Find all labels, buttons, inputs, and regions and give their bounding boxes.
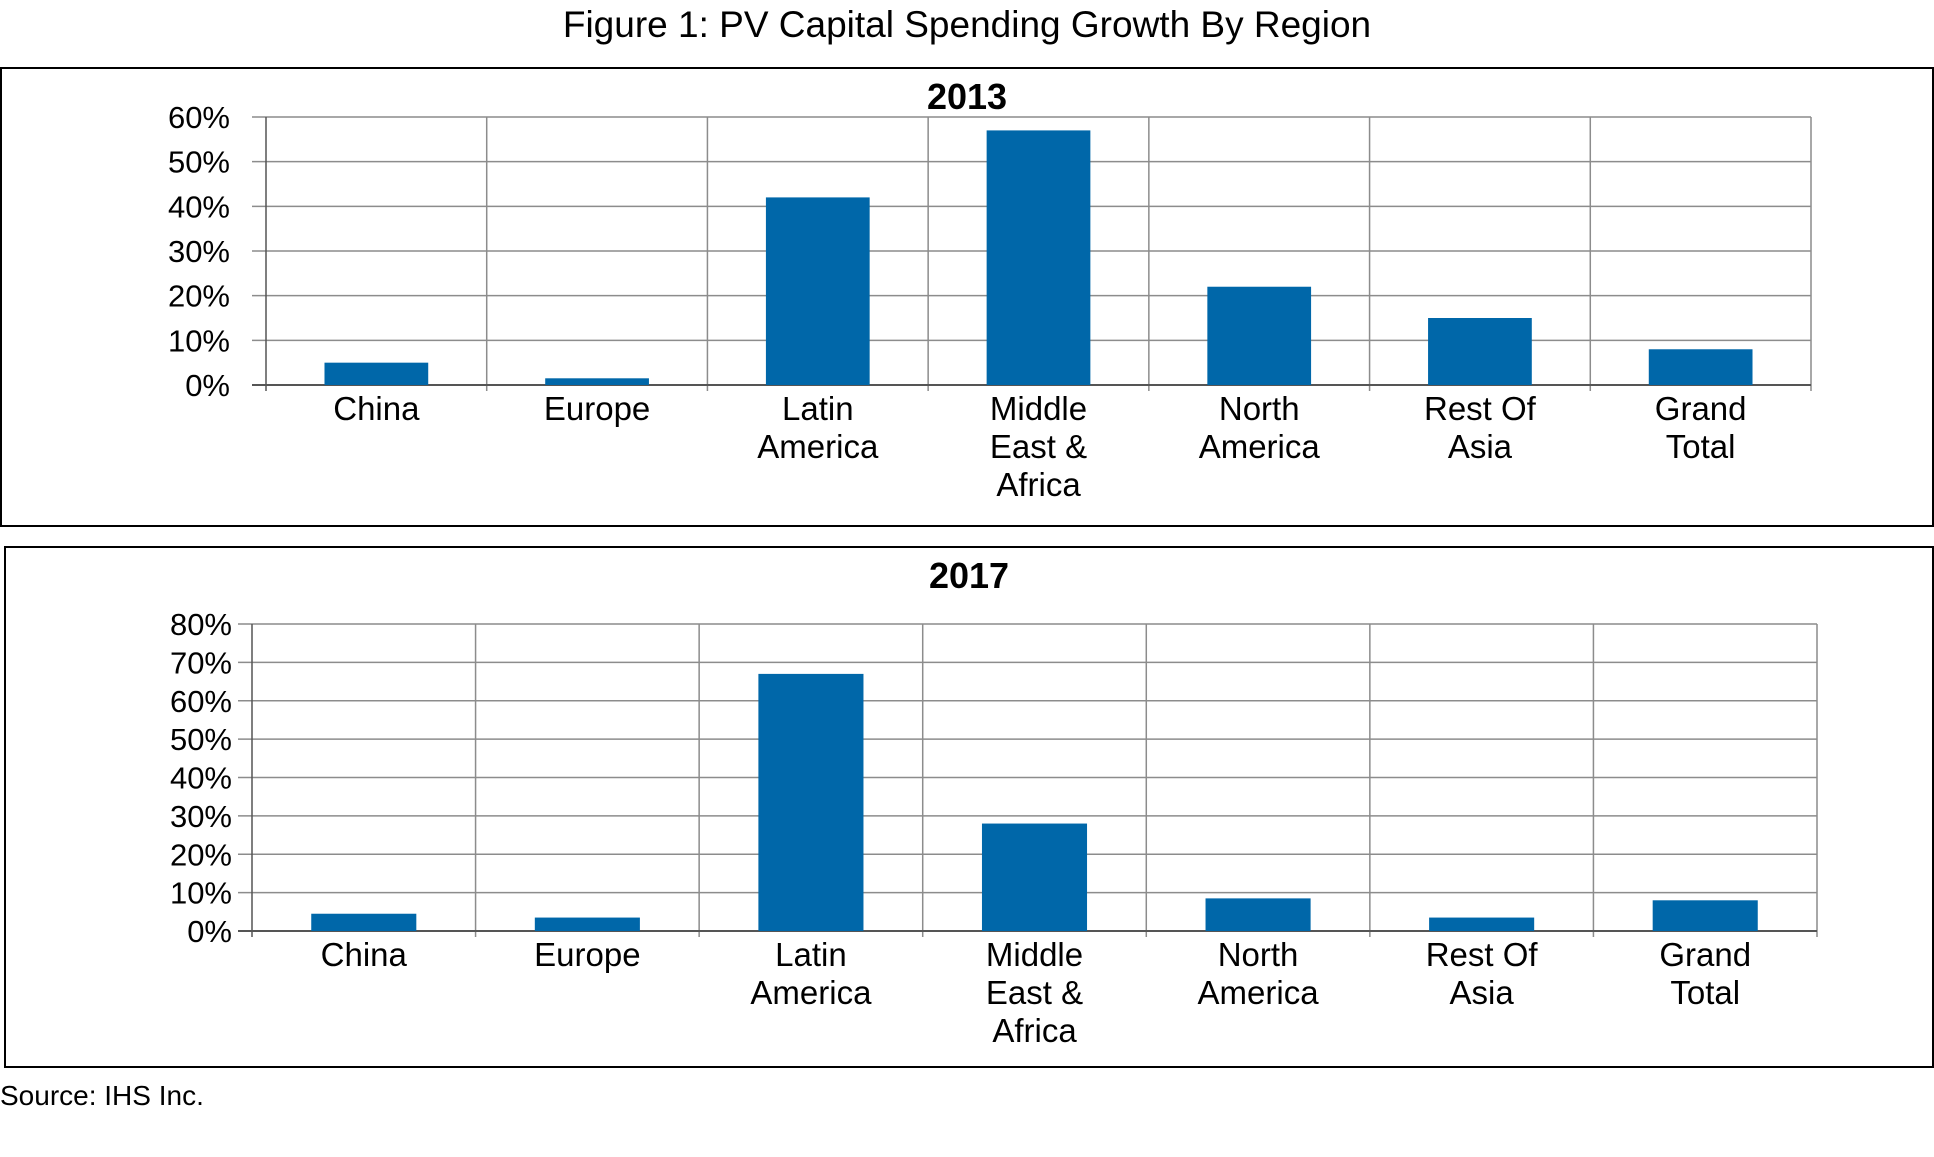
chart-2017-category-label: Middle East & Africa [986, 936, 1083, 1049]
chart-2017-bar-grand-total [1652, 900, 1758, 931]
chart-2013-ytick-label: 30% [168, 234, 230, 269]
chart-2013-category-label: Grand Total [1655, 390, 1747, 465]
chart-2017-bar-china [311, 913, 417, 931]
chart-2017-category-label-line: Total [1670, 974, 1740, 1011]
chart-2017-category-label: Latin America [750, 936, 872, 1011]
chart-2013-title: 2013 [927, 76, 1007, 117]
chart-2017-category-label: North America [1198, 936, 1320, 1011]
chart-2013-category-label: Rest Of Asia [1424, 390, 1537, 465]
chart-2013-category-label-line: Europe [544, 390, 650, 427]
chart-2017-category-label-line: North [1218, 936, 1299, 973]
chart-2017-ytick-label: 10% [170, 876, 232, 911]
chart-2017-title: 2017 [929, 555, 1009, 596]
chart-2017-bar-latin-america [758, 673, 864, 931]
chart-2013-bar-grand-total [1648, 349, 1753, 385]
chart-2013-category-label-line: Total [1666, 428, 1736, 465]
chart-2013-ytick-label: 50% [168, 145, 230, 180]
chart-2013-category-label-line: America [757, 428, 879, 465]
chart-2017-bar-rest-of-asia [1429, 917, 1535, 931]
chart-2013-ytick-label: 40% [168, 189, 230, 224]
chart-panel-2013: 2013 0% 10% 20% 30% 40% 50% 60% China Europe Latin… [0, 67, 1934, 527]
source-note: Source: IHS Inc. [0, 1080, 204, 1111]
chart-2017-category-label-line: America [1198, 974, 1320, 1011]
chart-2013-bar-europe [545, 378, 649, 385]
chart-2013-category-label: Middle East & Africa [990, 390, 1087, 503]
chart-2017-category-label: Grand Total [1659, 936, 1751, 1011]
chart-panel-2017: 2017 0% 10% 20% 30% 40% 50% 60% 70% 80% China Europ… [4, 546, 1934, 1068]
chart-2013-ytick-label: 10% [168, 323, 230, 358]
chart-2017-ytick-label: 80% [170, 607, 232, 642]
chart-2017-ytick-label: 40% [170, 761, 232, 796]
chart-2017-category-label: Rest Of Asia [1426, 936, 1539, 1011]
chart-2017-category-label-line: Middle [986, 936, 1083, 973]
chart-2013-category-label: China [333, 390, 420, 427]
chart-2017-category-label-line: Grand [1659, 936, 1751, 973]
chart-2017-category-label-line: China [321, 936, 408, 973]
chart-2017-category-label-line: Latin [775, 936, 847, 973]
chart-2013-bar-latin-america [765, 197, 870, 385]
chart-2013-category-label: North America [1199, 390, 1321, 465]
chart-2013-category-label-line: Rest Of [1424, 390, 1537, 427]
chart-2017-category-label-line: East & [986, 974, 1083, 1011]
chart-2017-ytick-label: 50% [170, 722, 232, 757]
chart-2013-ytick-label: 20% [168, 279, 230, 314]
chart-2017-category-label: China [321, 936, 408, 973]
chart-2017-category-label-line: America [750, 974, 872, 1011]
chart-2013-category-label-line: Latin [782, 390, 854, 427]
chart-2017-category-label-line: Europe [534, 936, 640, 973]
chart-2013-ytick-label: 60% [168, 100, 230, 135]
chart-2017-ytick-label: 0% [187, 914, 232, 949]
chart-2013-bar-middle-east-africa [986, 130, 1091, 385]
chart-2017-ytick-label: 70% [170, 645, 232, 680]
chart-2017-category-label: Europe [534, 936, 640, 973]
chart-2013-category-label-line: Africa [996, 466, 1081, 503]
chart-2013-category-label-line: Asia [1448, 428, 1513, 465]
chart-2013-category-label-line: China [333, 390, 420, 427]
chart-2017-ytick-label: 20% [170, 837, 232, 872]
chart-2017-category-label-line: Africa [992, 1012, 1077, 1049]
chart-2013-category-label-line: Grand [1655, 390, 1747, 427]
chart-2013-category-label-line: Middle [990, 390, 1087, 427]
chart-2017-bar-europe [534, 917, 640, 931]
chart-2013-bar-north-america [1207, 286, 1312, 385]
chart-2017-ytick-label: 60% [170, 684, 232, 719]
chart-2013-category-label-line: North [1219, 390, 1300, 427]
chart-2017-category-label-line: Asia [1450, 974, 1515, 1011]
chart-2017-svg: 2017 0%10% 20%30%40% 50%60% 70%80% China Europ… [170, 555, 1818, 1049]
chart-2013-category-label-line: East & [990, 428, 1087, 465]
chart-2017-ytick-label: 30% [170, 799, 232, 834]
chart-2017-bar-north-america [1205, 898, 1311, 931]
chart-2013-bar-rest-of-asia [1428, 318, 1532, 385]
chart-2013-category-label: Europe [544, 390, 650, 427]
chart-2013-bar-china [324, 362, 429, 385]
figure-title: Figure 1: PV Capital Spending Growth By … [562, 4, 1372, 45]
chart-2013-category-label: Latin America [757, 390, 879, 465]
chart-2013-category-label-line: America [1199, 428, 1321, 465]
chart-2017-bar-middle-east-africa [981, 823, 1088, 931]
chart-2013-ytick-label: 0% [185, 368, 230, 403]
chart-2013-svg: 2013 0% 10% 20% 30% 40% 50% 60% China Europe Latin… [168, 76, 1812, 503]
chart-2017-category-label-line: Rest Of [1426, 936, 1539, 973]
